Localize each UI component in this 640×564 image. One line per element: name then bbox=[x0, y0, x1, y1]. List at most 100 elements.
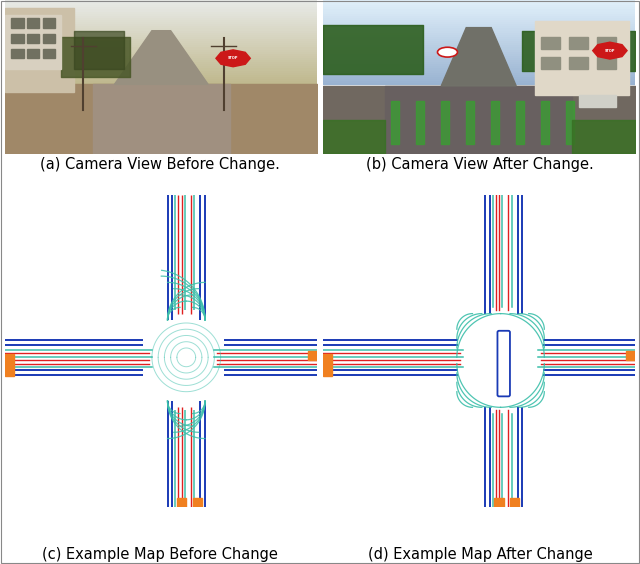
Bar bbox=[416, 102, 424, 144]
Bar bbox=[5, 23, 317, 25]
Bar bbox=[541, 102, 549, 144]
Bar bbox=[466, 102, 474, 144]
Bar bbox=[323, 2, 635, 4]
Bar bbox=[323, 76, 635, 78]
Bar bbox=[177, 498, 186, 507]
Polygon shape bbox=[115, 30, 208, 85]
Bar bbox=[5, 15, 317, 17]
Bar bbox=[323, 65, 635, 68]
Text: STOP: STOP bbox=[228, 56, 238, 60]
Bar bbox=[323, 49, 635, 51]
Bar bbox=[516, 102, 524, 144]
Bar bbox=[323, 55, 635, 57]
Bar bbox=[541, 37, 560, 49]
Bar bbox=[5, 57, 317, 59]
Bar bbox=[5, 354, 15, 364]
Bar bbox=[323, 25, 635, 28]
Bar bbox=[323, 82, 635, 85]
Bar bbox=[597, 37, 616, 49]
Bar bbox=[5, 61, 317, 63]
Bar bbox=[323, 46, 635, 49]
Bar bbox=[12, 19, 24, 28]
Bar bbox=[12, 49, 24, 58]
Bar bbox=[323, 17, 635, 19]
Bar bbox=[323, 52, 635, 55]
Bar bbox=[5, 63, 317, 65]
Bar bbox=[510, 498, 519, 507]
Bar bbox=[5, 8, 74, 92]
Bar bbox=[323, 50, 635, 53]
Bar bbox=[597, 57, 616, 69]
Bar bbox=[323, 29, 635, 32]
Bar bbox=[323, 354, 332, 364]
Bar bbox=[5, 82, 317, 85]
Bar bbox=[5, 8, 317, 11]
Bar bbox=[5, 15, 61, 69]
Bar bbox=[5, 65, 317, 68]
Bar bbox=[391, 102, 399, 144]
Bar bbox=[323, 44, 635, 46]
Bar bbox=[5, 12, 317, 15]
Bar bbox=[5, 67, 317, 69]
Bar bbox=[323, 32, 635, 34]
Circle shape bbox=[438, 47, 458, 57]
Text: (b) Camera View After Change.: (b) Camera View After Change. bbox=[366, 157, 594, 171]
Bar bbox=[323, 21, 635, 23]
Bar bbox=[323, 23, 635, 25]
Bar bbox=[5, 38, 317, 40]
Bar bbox=[323, 6, 635, 8]
Bar bbox=[5, 34, 317, 36]
Text: STOP: STOP bbox=[605, 49, 615, 52]
Bar bbox=[5, 72, 317, 74]
Polygon shape bbox=[441, 28, 516, 86]
Bar bbox=[5, 76, 317, 78]
Bar bbox=[5, 74, 317, 76]
Bar bbox=[323, 40, 635, 42]
Bar bbox=[323, 12, 635, 15]
Bar bbox=[535, 21, 628, 95]
Bar bbox=[5, 46, 317, 49]
Bar bbox=[12, 34, 24, 43]
Bar bbox=[323, 72, 635, 74]
Bar bbox=[43, 19, 55, 28]
Bar bbox=[323, 15, 635, 17]
Bar bbox=[323, 80, 635, 82]
Bar bbox=[323, 0, 635, 2]
Bar bbox=[566, 102, 574, 144]
Text: (c) Example Map Before Change: (c) Example Map Before Change bbox=[42, 547, 278, 562]
Bar bbox=[570, 57, 588, 69]
Text: (a) Camera View Before Change.: (a) Camera View Before Change. bbox=[40, 157, 280, 171]
Bar bbox=[5, 27, 317, 29]
Bar bbox=[494, 498, 504, 507]
Bar bbox=[5, 29, 317, 32]
Bar bbox=[5, 59, 317, 61]
Bar bbox=[323, 36, 635, 38]
Bar bbox=[323, 4, 635, 6]
Bar bbox=[5, 49, 317, 51]
Bar bbox=[323, 42, 635, 45]
Bar bbox=[5, 364, 15, 376]
Bar bbox=[323, 27, 635, 29]
Bar bbox=[323, 38, 635, 40]
Bar bbox=[323, 57, 635, 59]
Bar bbox=[323, 10, 635, 12]
Bar bbox=[193, 498, 202, 507]
Bar bbox=[625, 351, 635, 360]
Bar bbox=[323, 61, 635, 63]
Bar bbox=[5, 4, 317, 6]
Bar bbox=[492, 102, 499, 144]
Bar bbox=[5, 32, 317, 34]
Bar bbox=[579, 95, 616, 107]
Bar bbox=[5, 78, 317, 80]
Bar bbox=[5, 19, 317, 21]
Bar bbox=[5, 55, 317, 57]
Bar bbox=[570, 37, 588, 49]
Bar bbox=[323, 59, 635, 61]
Bar bbox=[323, 19, 635, 21]
Bar bbox=[27, 49, 40, 58]
Bar bbox=[323, 364, 332, 376]
Bar bbox=[5, 52, 317, 55]
Bar bbox=[541, 57, 560, 69]
Bar bbox=[27, 19, 40, 28]
Bar bbox=[323, 63, 635, 65]
